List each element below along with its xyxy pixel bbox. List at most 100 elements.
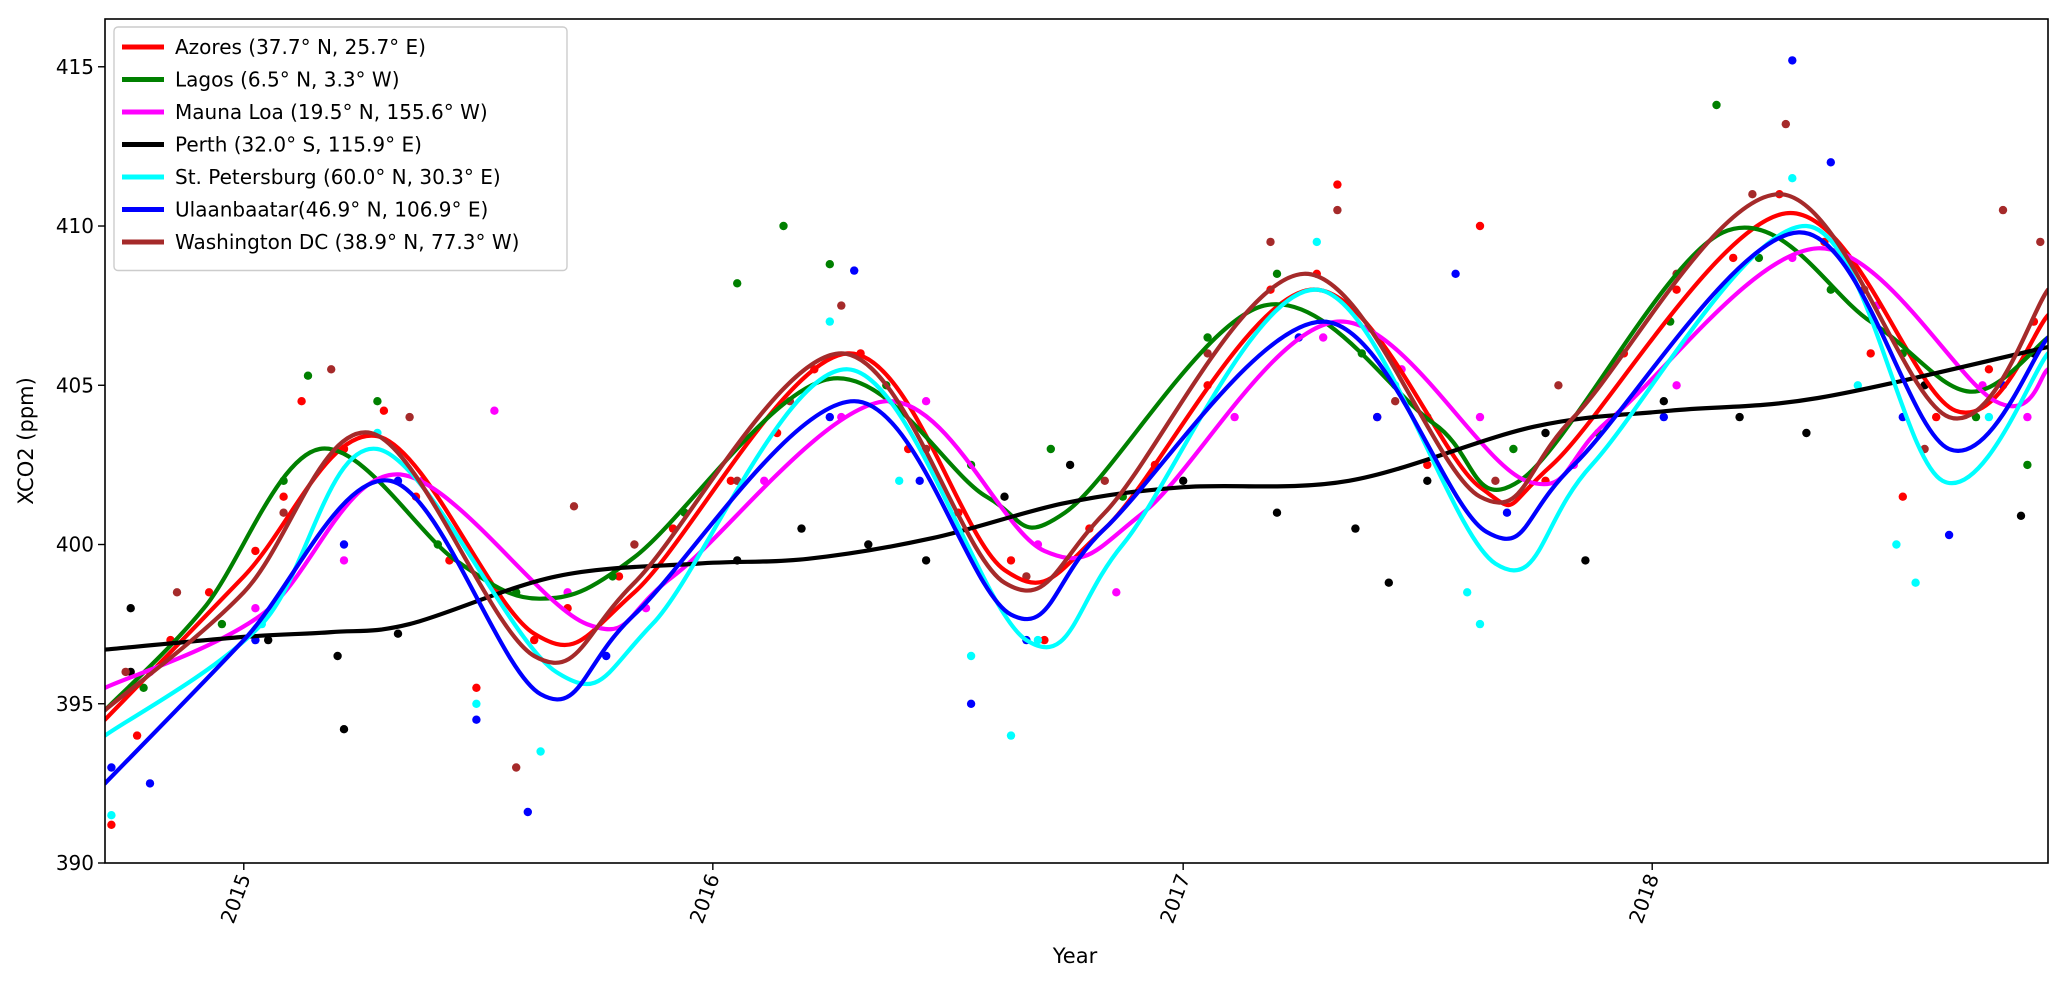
- data-point: [1384, 578, 1394, 587]
- data-point: [107, 763, 116, 772]
- data-point: [602, 651, 611, 661]
- data-point: [2023, 412, 2032, 422]
- data-point: [333, 651, 342, 661]
- data-point: [107, 820, 116, 829]
- data-point: [779, 221, 788, 231]
- plot-data-layer: [105, 56, 2048, 829]
- data-point: [1203, 333, 1212, 342]
- data-point: [1203, 349, 1212, 358]
- plot-frame: [104, 18, 2049, 864]
- y-tick-label: 405: [56, 373, 94, 397]
- data-point: [1866, 349, 1875, 358]
- data-point: [2036, 237, 2045, 247]
- data-point: [1911, 578, 1920, 587]
- series-points-3: [126, 349, 2039, 734]
- data-point: [825, 260, 834, 269]
- data-point: [864, 540, 873, 549]
- data-point: [1581, 556, 1590, 565]
- data-point: [279, 492, 288, 501]
- data-point: [327, 365, 336, 374]
- data-point: [172, 588, 182, 597]
- data-point: [472, 715, 481, 724]
- data-point: [251, 546, 260, 556]
- legend-item: Perth (32.0° S, 115.9° E): [122, 133, 422, 157]
- data-point: [1451, 269, 1460, 278]
- data-point: [1230, 412, 1239, 422]
- y-tick-label: 400: [56, 533, 94, 557]
- data-point: [1319, 333, 1328, 342]
- data-point: [614, 572, 624, 581]
- data-point: [1333, 180, 1342, 189]
- data-point: [1006, 556, 1016, 565]
- data-point: [837, 301, 846, 310]
- data-point: [1065, 460, 1075, 470]
- data-point: [1984, 365, 1994, 374]
- data-point: [825, 412, 834, 422]
- data-point: [373, 397, 382, 406]
- data-point: [921, 556, 931, 565]
- data-point: [1391, 397, 1400, 406]
- data-point: [204, 588, 214, 597]
- data-point: [1932, 412, 1941, 422]
- data-point: [850, 266, 859, 275]
- data-point: [966, 651, 976, 661]
- series-line-0: [105, 211, 2048, 722]
- data-point: [825, 317, 834, 326]
- data-point: [1944, 530, 1954, 540]
- data-point: [1781, 119, 1791, 129]
- data-point: [121, 667, 130, 677]
- data-point: [107, 811, 116, 820]
- data-point: [251, 604, 260, 613]
- series-line-5: [105, 230, 2048, 786]
- data-point: [1475, 619, 1485, 629]
- data-point: [2023, 460, 2032, 470]
- data-point: [1729, 253, 1738, 263]
- y-tick-label: 390: [56, 851, 94, 875]
- legend-item: Mauna Loa (19.5° N, 155.6° W): [122, 100, 488, 124]
- data-point: [1712, 100, 1721, 110]
- data-point: [1463, 588, 1472, 597]
- legend-label: Lagos (6.5° N, 3.3° W): [175, 68, 400, 92]
- x-axis-title: Year: [1052, 944, 1098, 968]
- data-point: [1735, 412, 1744, 422]
- data-point: [1502, 508, 1512, 517]
- data-point: [1112, 588, 1121, 597]
- y-tick-label: 395: [56, 692, 94, 716]
- legend-item: Lagos (6.5° N, 3.3° W): [122, 68, 400, 92]
- data-point: [264, 635, 273, 645]
- series-line-1: [105, 225, 2048, 713]
- data-point: [1672, 381, 1681, 390]
- data-point: [726, 476, 735, 485]
- data-point: [895, 476, 904, 485]
- data-point: [2016, 511, 2026, 520]
- data-point: [1033, 635, 1043, 645]
- data-point: [1541, 428, 1550, 438]
- data-point: [472, 683, 481, 692]
- legend-label: Ulaanbaatar(46.9° N, 106.9° E): [175, 198, 488, 222]
- series-line-3: [105, 344, 2048, 652]
- data-point: [490, 406, 499, 415]
- data-point: [1491, 476, 1500, 485]
- legend-label: Azores (37.7° N, 25.7° E): [175, 35, 426, 59]
- data-point: [139, 683, 148, 692]
- data-point: [393, 629, 403, 638]
- legend: Azores (37.7° N, 25.7° E) Lagos (6.5° N, …: [113, 26, 568, 272]
- legend-item: Washington DC (38.9° N, 77.3° W): [122, 230, 519, 254]
- data-point: [126, 604, 135, 613]
- data-point: [303, 371, 313, 380]
- legend-label: Mauna Loa (19.5° N, 155.6° W): [175, 100, 488, 124]
- data-point: [405, 412, 414, 422]
- data-point: [530, 635, 539, 645]
- data-point: [1179, 476, 1188, 485]
- data-point: [297, 397, 306, 406]
- data-point: [1423, 460, 1432, 470]
- data-point: [1788, 56, 1797, 65]
- data-point: [1006, 731, 1016, 740]
- data-point: [915, 476, 924, 485]
- legend-label: Washington DC (38.9° N, 77.3° W): [175, 230, 519, 254]
- data-point: [1748, 190, 1757, 199]
- data-point: [1000, 492, 1009, 501]
- data-point: [921, 397, 931, 406]
- y-tick-label: 410: [56, 214, 94, 238]
